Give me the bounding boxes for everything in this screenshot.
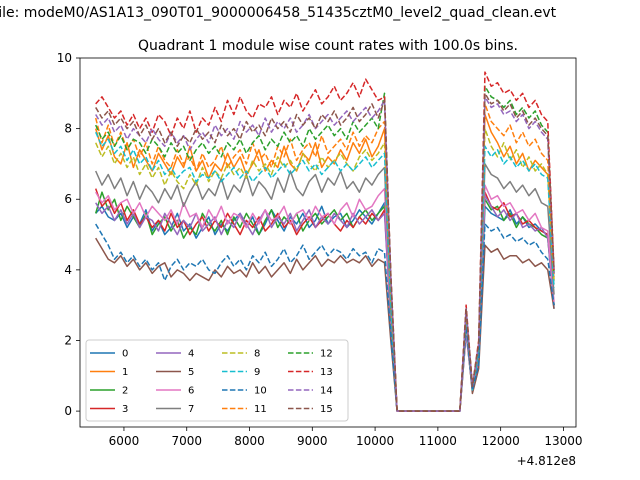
x-tick-label: 11000: [419, 434, 457, 448]
legend-label-5: 5: [188, 367, 194, 378]
plot-frame: [79, 57, 577, 428]
y-tick-label: 6: [64, 192, 72, 206]
x-tick-label: 12000: [482, 434, 520, 448]
legend-label-14: 14: [320, 386, 333, 397]
x-tick-label: 7000: [171, 434, 202, 448]
x-tick-label: 9000: [297, 434, 328, 448]
series-line-4: [95, 194, 555, 412]
x-axis: 6000 7000 8000 9000 10000 11000 12000 13000: [109, 427, 583, 448]
x-offset-label: +4.812e8: [517, 454, 576, 468]
legend-label-10: 10: [254, 386, 267, 397]
chart-title: Quadrant 1 module wise count rates with …: [138, 38, 518, 54]
x-tick-label: 6000: [109, 434, 140, 448]
legend-label-2: 2: [122, 386, 128, 397]
legend-label-3: 3: [122, 404, 128, 415]
x-tick-label: 8000: [234, 434, 265, 448]
legend-label-4: 4: [188, 349, 194, 360]
legend-label-8: 8: [254, 349, 260, 360]
series-line-10: [95, 223, 555, 412]
legend-label-13: 13: [320, 367, 333, 378]
y-tick-label: 8: [64, 122, 72, 136]
series-line-15: [95, 92, 555, 412]
legend-label-9: 9: [254, 367, 260, 378]
y-tick-label: 4: [64, 263, 72, 277]
x-tick-label: 10000: [356, 434, 394, 448]
series-line-5: [95, 237, 555, 412]
series-line-9: [95, 131, 555, 412]
legend-label-1: 1: [122, 367, 128, 378]
legend-label-0: 0: [122, 349, 128, 360]
y-axis: 0 2 4 6 8 10: [57, 51, 80, 418]
legend-label-11: 11: [254, 404, 267, 415]
series-layer: [94, 71, 555, 412]
legend-label-6: 6: [188, 386, 194, 397]
legend-frame: [85, 339, 349, 422]
x-tick-label: 13000: [544, 434, 582, 448]
y-tick-label: 10: [57, 51, 72, 65]
legend-label-12: 12: [320, 349, 333, 360]
legend-label-15: 15: [320, 404, 333, 415]
legend-label-7: 7: [188, 404, 194, 415]
y-tick-label: 0: [64, 404, 72, 418]
y-tick-label: 2: [64, 333, 72, 347]
figure-suptitle: n file: modeM0/AS1A13_090T01_9000006458_…: [0, 5, 557, 21]
